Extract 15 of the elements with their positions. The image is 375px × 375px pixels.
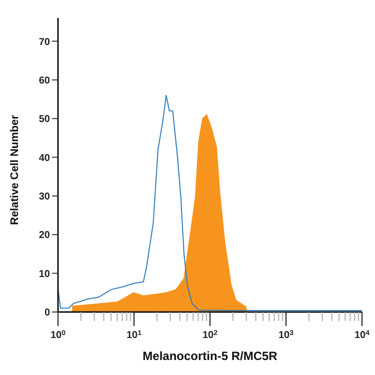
y-tick-label: 60 <box>38 75 50 86</box>
y-tick-label: 50 <box>38 114 50 126</box>
y-tick-label: 40 <box>38 152 50 164</box>
y-tick-label: 70 <box>38 36 50 48</box>
x-tick-label: 10$^{1}$ <box>126 330 142 341</box>
y-tick-label: 30 <box>38 191 50 202</box>
x-axis-title: Melanocortin-5 R/MC5R <box>142 349 278 363</box>
y-tick-label: 20 <box>38 230 50 242</box>
y-tick-label: 0 <box>44 308 50 319</box>
y-axis-title: Relative Cell Number <box>8 114 21 225</box>
x-tick-label: 10$^{2}$ <box>202 330 218 341</box>
x-tick-label: 10$^{3}$ <box>278 330 294 341</box>
x-tick-label: 10$^{4}$ <box>354 330 370 341</box>
y-tick-label: 10 <box>38 268 50 280</box>
x-tick-label: 10$^{0}$ <box>50 330 66 341</box>
